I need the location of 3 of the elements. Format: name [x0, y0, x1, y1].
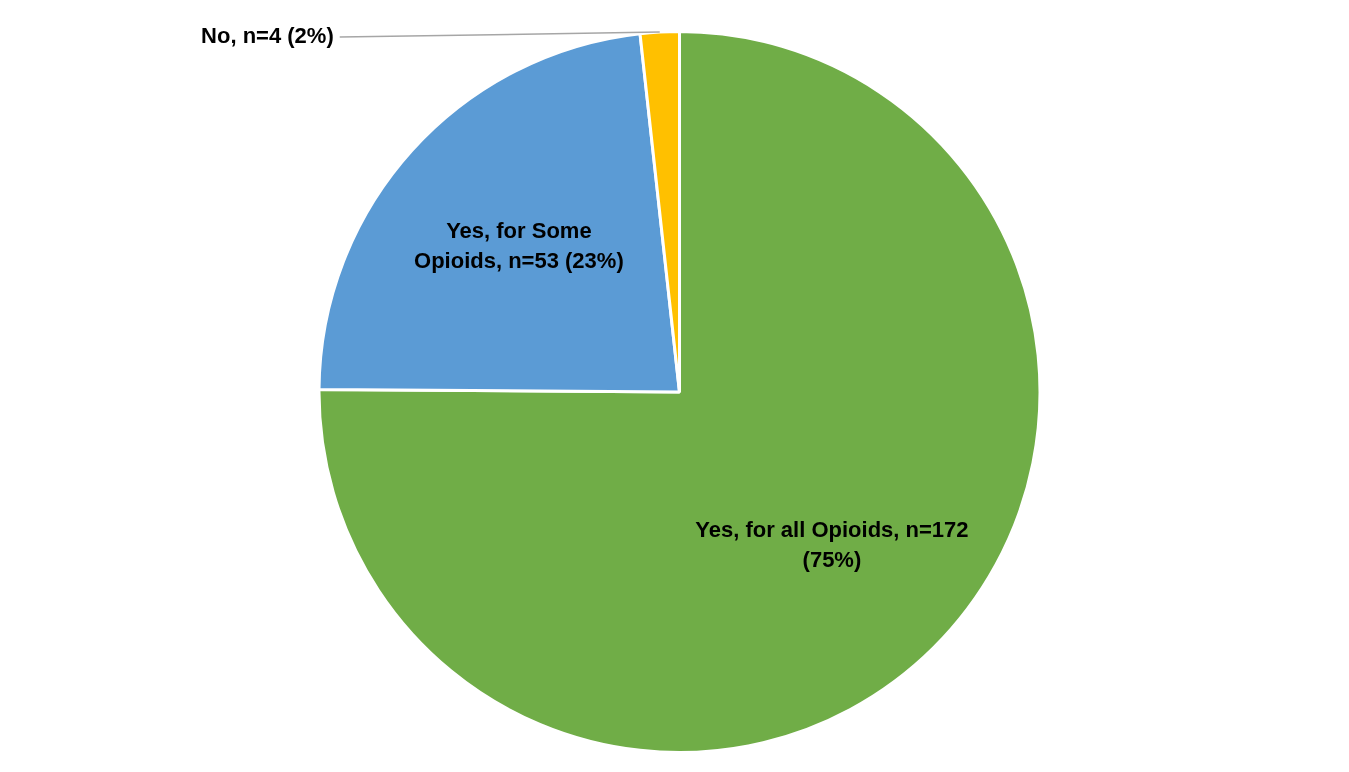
slice-label: Yes, for Some Opioids, n=53 (23%) — [414, 218, 624, 274]
slice-label: No, n=4 (2%) — [201, 23, 334, 49]
slice-label: Yes, for all Opioids, n=172 (75%) — [695, 516, 969, 572]
